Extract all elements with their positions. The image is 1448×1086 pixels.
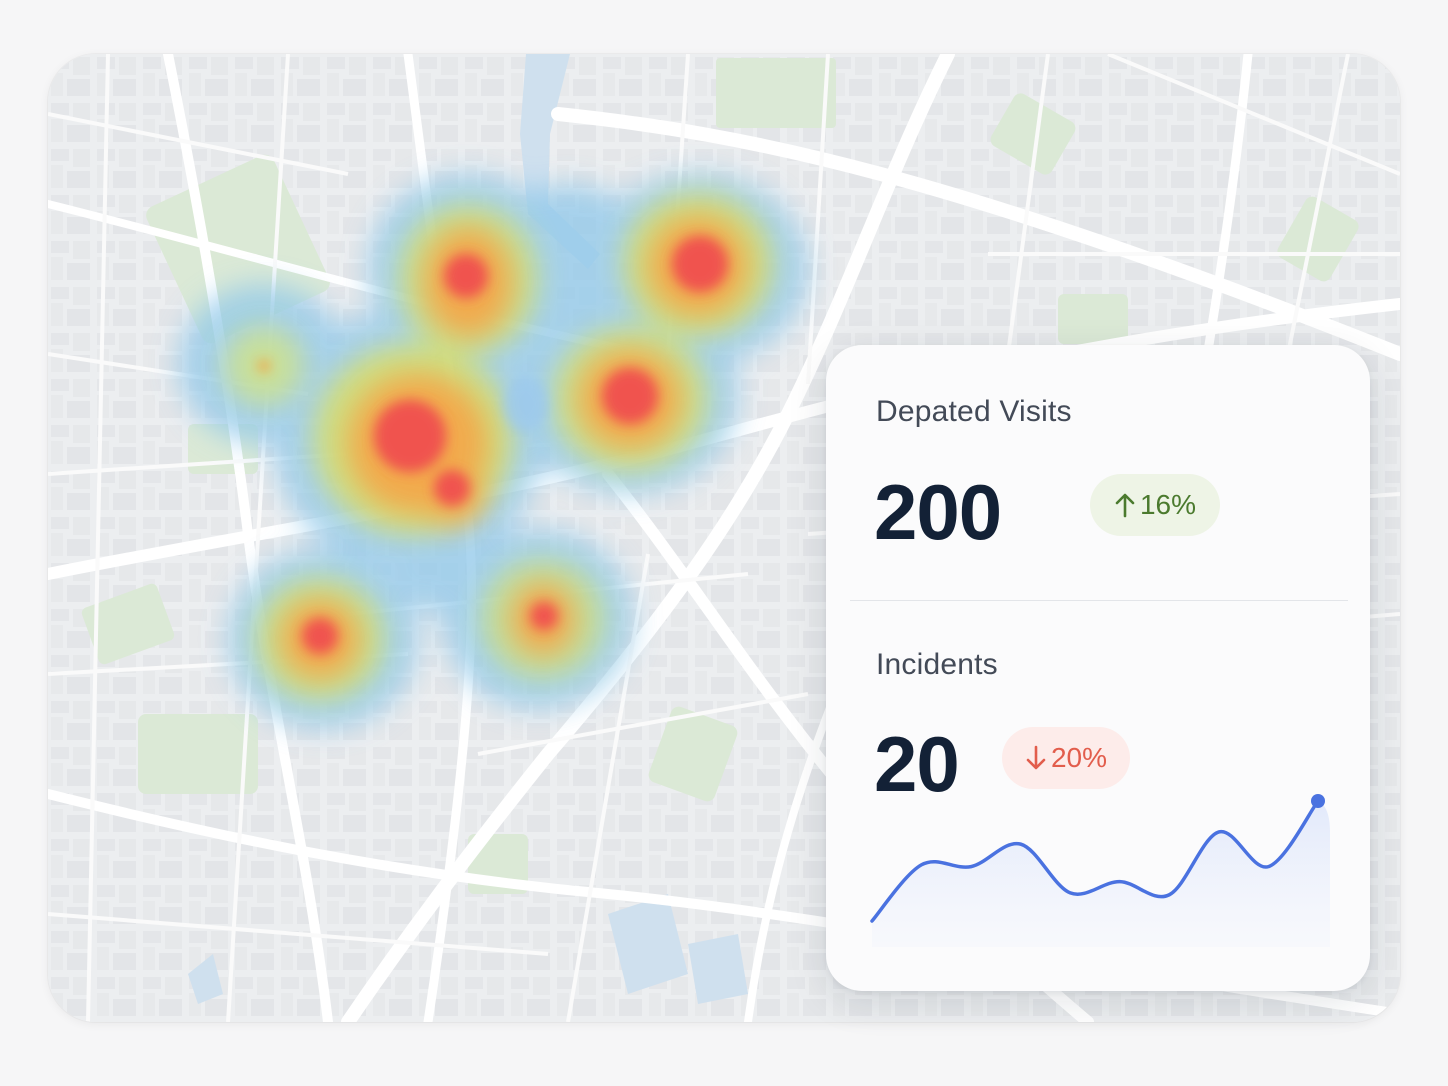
visits-value: 200 xyxy=(874,468,1002,556)
incidents-change-badge: 20% xyxy=(1002,727,1130,789)
heat-layer xyxy=(178,174,808,729)
incidents-value: 20 xyxy=(874,720,960,808)
visits-change-value: 16% xyxy=(1139,489,1197,520)
sparkline-endpoint xyxy=(1311,794,1325,808)
parks xyxy=(81,58,1359,894)
sparkline-area xyxy=(872,801,1330,947)
stats-card: Depated Visits 200 16% Incidents 20 20% xyxy=(826,345,1370,991)
incidents-change-value: 20% xyxy=(1050,742,1108,773)
sparkline-line xyxy=(870,799,1320,923)
visits-label: Depated Visits xyxy=(876,395,1072,428)
visits-change-badge: 16% xyxy=(1090,474,1220,536)
incidents-sparkline xyxy=(870,794,1330,947)
incidents-label: Incidents xyxy=(876,648,998,681)
arrow-down-icon xyxy=(1026,745,1046,770)
stats-divider xyxy=(850,600,1348,601)
arrow-up-icon xyxy=(1115,493,1135,518)
